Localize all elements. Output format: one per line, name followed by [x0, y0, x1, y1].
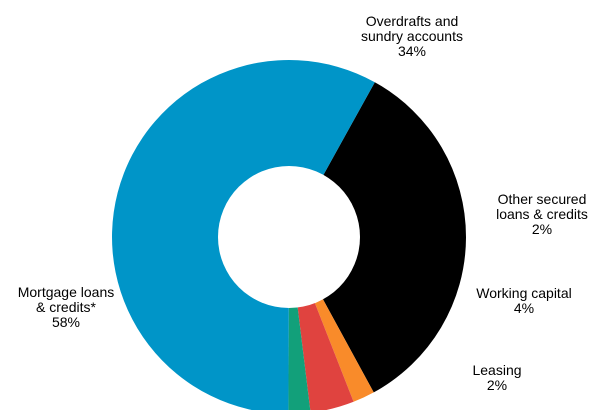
slice-value-label: 58%: [52, 314, 80, 330]
slice-name-line: sundry accounts: [361, 28, 463, 44]
slice-name-line: loans & credits: [496, 206, 588, 222]
slice-name-line: Leasing: [472, 362, 521, 378]
slice-label-0: Overdrafts and sundry accounts 34%: [361, 13, 463, 59]
slice-labels: Overdrafts and sundry accounts 34% Other se…: [18, 13, 588, 393]
slice-label-1: Other secured loans & credits 2%: [496, 191, 588, 237]
donut-hole: [218, 166, 360, 308]
slice-value-label: 4%: [514, 300, 534, 316]
slice-name-line: Working capital: [476, 285, 571, 301]
slice-value-label: 2%: [487, 377, 507, 393]
slice-value-label: 2%: [532, 221, 552, 237]
slice-name-line: Mortgage loans: [18, 284, 115, 300]
slice-name-line: & credits*: [36, 299, 96, 315]
slice-0: [289, 82, 466, 393]
slice-name-line: Overdrafts and: [366, 13, 459, 29]
slice-label-3: Leasing 2%: [472, 362, 521, 393]
slice-label-4: Mortgage loans & credits* 58%: [18, 284, 115, 330]
slice-name-line: Other secured: [498, 191, 587, 207]
slice-value-label: 34%: [398, 43, 426, 59]
slice-label-2: Working capital 4%: [476, 285, 571, 316]
